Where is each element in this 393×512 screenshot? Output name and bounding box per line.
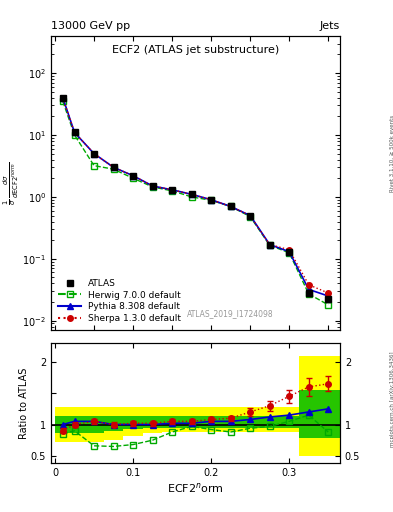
Text: Jets: Jets [320,22,340,31]
Text: Rivet 3.1.10, ≥ 500k events: Rivet 3.1.10, ≥ 500k events [390,115,393,192]
Y-axis label: Ratio to ATLAS: Ratio to ATLAS [20,368,29,439]
Text: ATLAS_2019_I1724098: ATLAS_2019_I1724098 [187,309,274,318]
Text: 13000 GeV pp: 13000 GeV pp [51,22,130,31]
Y-axis label: $\frac{1}{\sigma}\,\frac{d\sigma}{d\mathrm{ECF2}^{norm}}$: $\frac{1}{\sigma}\,\frac{d\sigma}{d\math… [2,161,21,205]
Text: mcplots.cern.ch [arXiv:1306.3436]: mcplots.cern.ch [arXiv:1306.3436] [390,352,393,447]
Legend: ATLAS, Herwig 7.0.0 default, Pythia 8.308 default, Sherpa 1.3.0 default: ATLAS, Herwig 7.0.0 default, Pythia 8.30… [55,276,184,326]
Text: ECF2 (ATLAS jet substructure): ECF2 (ATLAS jet substructure) [112,45,279,55]
X-axis label: ECF2$^{n}$orm: ECF2$^{n}$orm [167,481,224,495]
